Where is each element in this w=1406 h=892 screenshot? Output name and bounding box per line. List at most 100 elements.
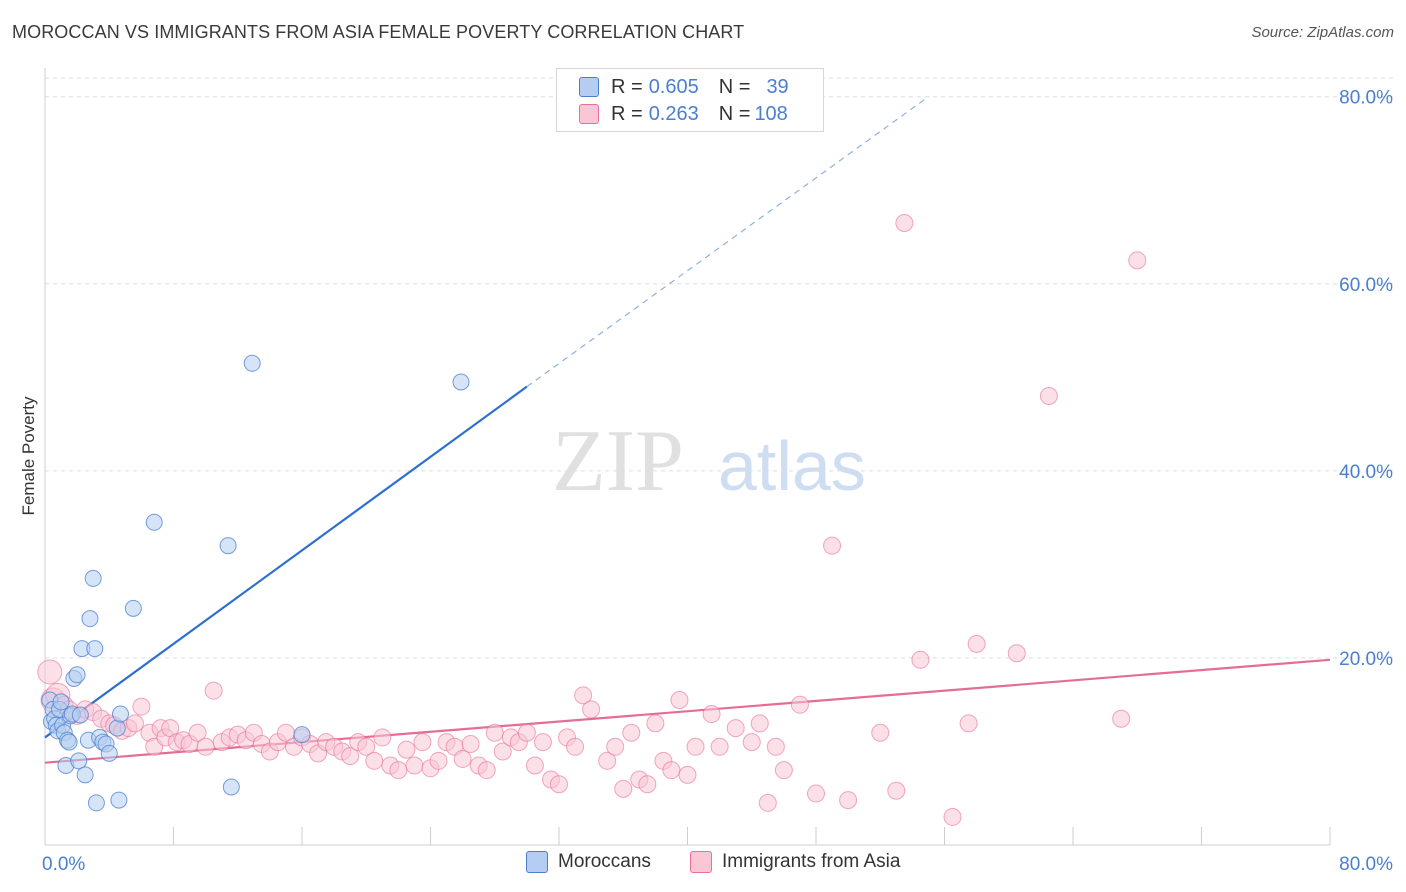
data-point-moroccans <box>60 733 78 751</box>
data-point-asia <box>125 714 144 733</box>
watermark-atlas: atlas <box>718 427 866 505</box>
data-point-asia <box>132 697 151 716</box>
data-point-asia <box>517 723 536 742</box>
x-tick-label-max: 80.0% <box>1339 854 1393 875</box>
y-tick-labels: 20.0% 40.0% 60.0% 80.0% <box>1339 88 1393 670</box>
data-point-asia <box>895 213 914 232</box>
watermark: ZIP atlas <box>552 413 866 510</box>
data-point-asia <box>606 737 625 756</box>
data-point-asia <box>911 650 930 669</box>
data-point-asia <box>943 807 962 826</box>
data-point-asia <box>887 781 906 800</box>
data-point-asia <box>357 737 376 756</box>
data-point-asia <box>598 751 617 770</box>
legend-n-label: N = <box>718 75 751 98</box>
data-point-asia <box>758 793 777 812</box>
data-point-asia <box>871 723 890 742</box>
data-point-asia <box>204 681 223 700</box>
data-point-moroccans <box>145 513 163 531</box>
data-point-asia <box>622 723 641 742</box>
data-point-asia <box>574 686 593 705</box>
data-point-asia <box>790 695 809 714</box>
data-point-asia <box>1128 251 1147 270</box>
y-tick-label: 20.0% <box>1339 649 1393 670</box>
legend-swatch-blue <box>579 77 599 97</box>
data-point-moroccans <box>68 666 86 684</box>
data-point-moroccans <box>111 705 129 723</box>
axes <box>44 68 1331 846</box>
data-point-asia <box>662 761 681 780</box>
data-point-asia <box>686 737 705 756</box>
data-point-asia <box>678 765 697 784</box>
legend-n-value: 108 <box>754 102 788 125</box>
source-label: Source: ZipAtlas.com <box>1251 24 1394 41</box>
data-point-asia <box>967 634 986 653</box>
data-point-asia <box>389 761 408 780</box>
data-point-moroccans <box>71 706 89 724</box>
data-point-asia <box>766 737 785 756</box>
legend-r-value: 0.605 <box>648 75 699 98</box>
data-point-moroccans <box>293 726 311 744</box>
data-point-moroccans <box>87 794 105 812</box>
data-point-asia <box>702 705 721 724</box>
data-point-asia <box>710 737 729 756</box>
data-point-asia <box>742 733 761 752</box>
data-point-asia <box>525 756 544 775</box>
data-point-asia <box>550 775 568 794</box>
data-point-moroccans <box>110 791 128 809</box>
data-point-asia <box>1112 709 1131 728</box>
data-point-moroccans <box>86 640 104 658</box>
data-point-moroccans <box>452 373 470 391</box>
legend-row-asia: R = 0.263 N = 108 <box>579 101 788 127</box>
watermark-zip: ZIP <box>552 413 684 510</box>
data-point-moroccans <box>100 744 118 762</box>
data-point-moroccans <box>70 752 88 770</box>
data-point-asia <box>638 775 657 794</box>
data-point-asia <box>1039 387 1058 406</box>
legend-row-moroccans: R = 0.605 N = 39 <box>579 74 789 100</box>
data-point-asia <box>533 733 552 752</box>
data-point-asia <box>453 749 472 768</box>
legend-n-value: 39 <box>766 75 789 98</box>
data-point-moroccans <box>108 719 126 737</box>
y-tick-label: 60.0% <box>1339 275 1393 296</box>
y-tick-label: 40.0% <box>1339 462 1393 483</box>
data-point-asia <box>750 714 769 733</box>
chart-title: MOROCCAN VS IMMIGRANTS FROM ASIA FEMALE … <box>12 22 745 42</box>
data-point-asia <box>614 779 633 798</box>
data-point-asia <box>365 751 384 770</box>
data-point-asia <box>477 761 496 780</box>
data-point-asia <box>807 784 825 803</box>
trend-line-moroccans <box>44 385 528 739</box>
legend-n-label: N = <box>718 102 751 125</box>
data-point-asia <box>341 747 360 766</box>
series-legend: Moroccans Immigrants from Asia <box>0 851 1406 879</box>
legend-label-moroccans: Moroccans <box>558 851 651 872</box>
data-point-moroccans <box>124 599 142 617</box>
legend-r-label: R = <box>611 75 643 98</box>
data-point-asia <box>196 737 215 756</box>
data-point-asia <box>493 742 512 761</box>
trend-lines <box>44 96 1331 764</box>
legend-swatch-blue <box>526 851 548 873</box>
data-point-moroccans <box>243 354 261 372</box>
y-tick-label: 80.0% <box>1339 88 1393 109</box>
data-point-moroccans <box>76 766 94 784</box>
data-point-moroccans <box>52 693 70 711</box>
y-axis-label: Female Poverty <box>19 396 38 516</box>
legend-label-asia: Immigrants from Asia <box>722 851 901 872</box>
data-point-asia <box>726 719 745 738</box>
data-point-asia <box>959 714 978 733</box>
legend-swatch-pink <box>579 104 599 124</box>
trend-line-moroccans-extrapolated <box>526 96 929 388</box>
legend-r-label: R = <box>611 102 643 125</box>
data-point-asia <box>429 751 448 770</box>
data-point-asia <box>37 659 63 685</box>
data-point-asia <box>839 791 858 810</box>
data-point-moroccans <box>84 569 102 587</box>
data-point-asia <box>373 728 392 747</box>
data-point-asia <box>397 740 416 759</box>
data-point-asia <box>646 714 665 733</box>
legend-r-value: 0.263 <box>648 102 699 125</box>
